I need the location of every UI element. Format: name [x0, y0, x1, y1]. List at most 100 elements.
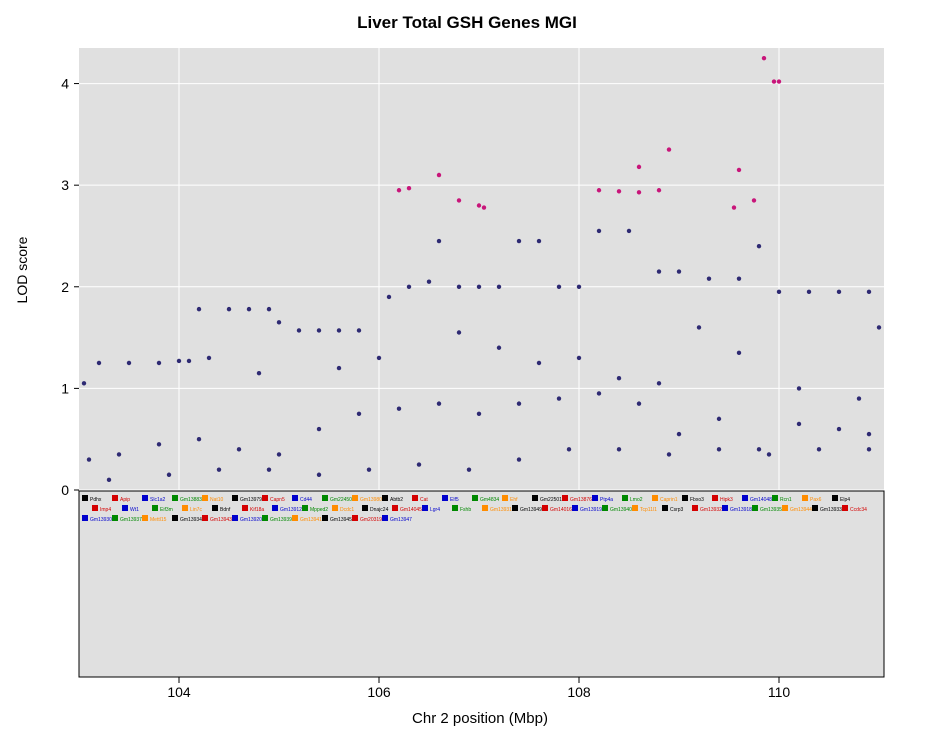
lod-point	[676, 431, 682, 437]
gene-label: Gm13876	[570, 497, 592, 503]
y-tick-label: 1	[61, 380, 69, 396]
gene-label: Wt1	[130, 507, 139, 513]
lod-point	[696, 325, 702, 330]
gene-marker	[682, 495, 688, 501]
x-tick-label: 108	[567, 684, 591, 700]
lod-point	[476, 203, 482, 208]
lod-point	[556, 396, 562, 401]
lod-point	[386, 294, 392, 300]
gene-marker	[92, 505, 98, 511]
gene-label: Nat10	[210, 497, 224, 503]
lod-point	[316, 472, 322, 477]
gene-label: Lmo2	[630, 497, 643, 503]
lod-point	[636, 164, 642, 170]
gene-marker	[292, 515, 298, 521]
lod-point	[576, 355, 582, 361]
lod-point	[216, 467, 222, 472]
gene-marker	[562, 495, 568, 501]
lod-point	[236, 447, 242, 452]
gene-marker	[442, 495, 448, 501]
gene-marker	[482, 505, 488, 511]
lod-point	[716, 447, 722, 452]
gene-label: Gm20319	[360, 517, 382, 523]
lod-point	[376, 355, 382, 361]
lod-point	[366, 467, 372, 472]
lod-point	[156, 360, 162, 366]
lod-point	[126, 360, 132, 366]
lod-point	[626, 228, 632, 234]
gene-label: Gm13947	[390, 517, 412, 523]
gene-marker	[692, 505, 698, 511]
gene-marker	[202, 495, 208, 501]
gene-label: Gm13934	[180, 517, 202, 523]
gene-marker	[112, 515, 118, 521]
gene-label: Eif3m	[160, 507, 173, 513]
gene-label: Gm4834	[480, 497, 499, 503]
gene-label: Pax6	[810, 497, 822, 503]
lod-point	[756, 243, 762, 249]
lod-point	[736, 167, 742, 173]
gene-label: Gm14048	[750, 497, 772, 503]
gene-marker	[592, 495, 598, 501]
gene-label: Elf5	[450, 497, 459, 503]
y-tick-label: 2	[61, 279, 69, 295]
lod-point	[276, 320, 282, 325]
gene-label: Gm13945	[330, 517, 352, 523]
gene-marker	[632, 505, 638, 511]
lod-point	[866, 447, 872, 452]
gene-label: Gm13920	[240, 517, 262, 523]
gene-label: Pdhx	[90, 497, 102, 503]
gene-marker	[542, 505, 548, 511]
lod-point	[316, 328, 322, 333]
lod-point	[676, 269, 682, 274]
lod-point	[416, 462, 422, 467]
lod-point	[616, 447, 622, 452]
lod-point	[166, 472, 172, 477]
gene-label: Fbxo3	[690, 497, 704, 503]
gene-label: Fshb	[460, 507, 471, 513]
lod-point	[406, 284, 412, 289]
lod-point	[256, 370, 262, 376]
lod-point	[516, 401, 522, 406]
lod-point	[196, 306, 202, 312]
lod-point	[596, 228, 602, 234]
gene-marker	[332, 505, 338, 511]
lod-point	[496, 284, 502, 289]
gene-label: Hipk3	[720, 497, 733, 503]
lod-point	[756, 447, 762, 452]
gene-label: Abtb2	[390, 497, 403, 503]
gene-marker	[272, 505, 278, 511]
gene-label: Lgr4	[430, 507, 440, 513]
gene-label: Ehf	[510, 497, 518, 503]
lod-point	[796, 421, 802, 427]
gene-marker	[572, 505, 578, 511]
gene-marker	[752, 505, 758, 511]
gene-label: Imp4	[100, 507, 111, 513]
lod-point	[596, 188, 602, 193]
gene-label: Gm14045	[400, 507, 422, 513]
gene-marker	[152, 505, 158, 511]
gene-label: Gm13932	[700, 507, 722, 513]
gene-marker	[212, 505, 218, 511]
gene-marker	[452, 505, 458, 511]
lod-point	[536, 360, 542, 366]
gene-marker	[232, 495, 238, 501]
lod-point	[776, 79, 782, 84]
gene-marker	[832, 495, 838, 501]
gene-marker	[382, 515, 388, 521]
lod-point	[616, 189, 622, 194]
lod-point	[771, 79, 777, 84]
lod-point	[316, 426, 322, 432]
plot-panel	[79, 48, 884, 490]
y-tick-label: 0	[61, 482, 69, 498]
lod-point	[396, 406, 402, 411]
chart-title: Liver Total GSH Genes MGI	[357, 13, 577, 32]
lod-point	[656, 188, 662, 193]
lod-point	[656, 381, 662, 386]
gene-label: Gm13949	[520, 507, 542, 513]
lod-point	[456, 284, 462, 289]
gene-marker	[422, 505, 428, 511]
lod-point	[481, 205, 487, 210]
lod-point	[736, 350, 742, 356]
gene-marker	[202, 515, 208, 521]
